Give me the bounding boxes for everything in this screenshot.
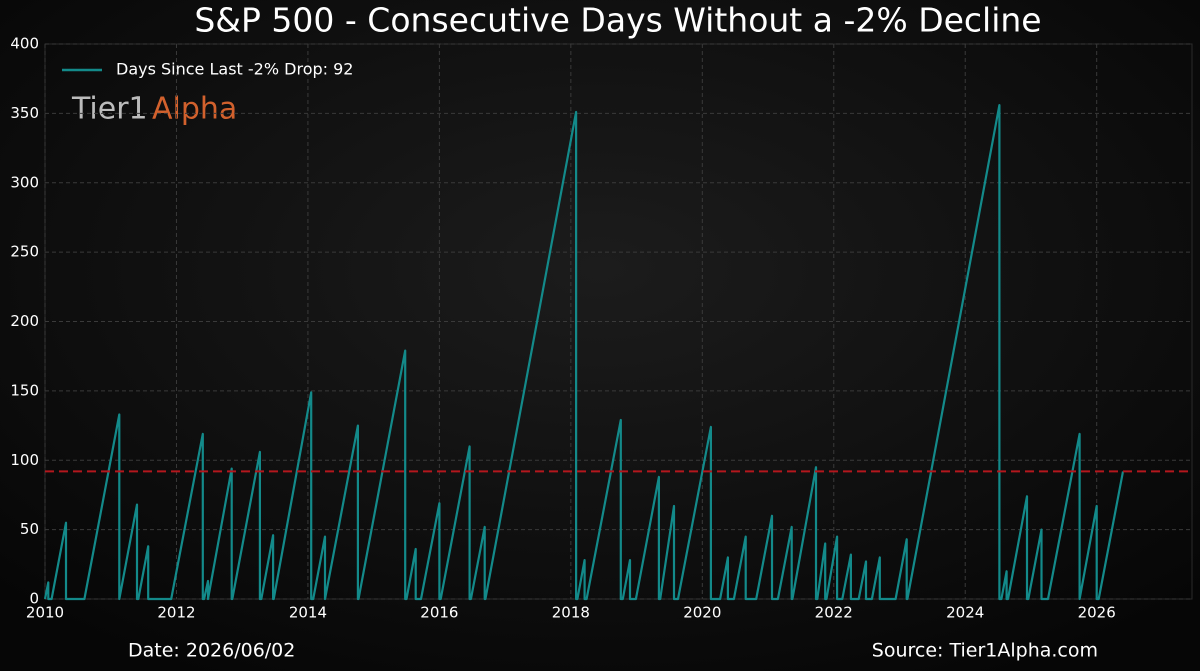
source-label: Source: Tier1Alpha.com	[872, 640, 1098, 662]
y-tick-label: 150	[10, 381, 39, 399]
y-tick-label: 250	[10, 243, 39, 261]
chart-title: S&P 500 - Consecutive Days Without a -2%…	[194, 1, 1041, 40]
watermark: Tier1	[71, 92, 148, 127]
y-tick-label: 400	[10, 35, 39, 53]
y-tick-label: 100	[10, 451, 39, 469]
watermark: Alpha	[152, 92, 237, 127]
x-tick-label: 2018	[552, 604, 590, 622]
x-tick-label: 2016	[420, 604, 458, 622]
date-label: Date: 2026/06/02	[128, 640, 295, 662]
x-tick-label: 2022	[815, 604, 853, 622]
y-tick-label: 300	[10, 173, 39, 191]
x-tick-label: 2010	[26, 604, 64, 622]
y-tick-label: 200	[10, 312, 39, 330]
series-line	[43, 104, 1125, 601]
y-tick-label: 50	[20, 520, 39, 538]
y-tick-label: 0	[29, 590, 39, 608]
x-tick-label: 2012	[157, 604, 195, 622]
x-tick-label: 2014	[289, 604, 327, 622]
x-tick-label: 2026	[1078, 604, 1116, 622]
x-tick-label: 2020	[683, 604, 721, 622]
y-tick-label: 350	[10, 104, 39, 122]
legend-label: Days Since Last -2% Drop: 92	[116, 60, 353, 79]
x-tick-label: 2024	[946, 604, 984, 622]
